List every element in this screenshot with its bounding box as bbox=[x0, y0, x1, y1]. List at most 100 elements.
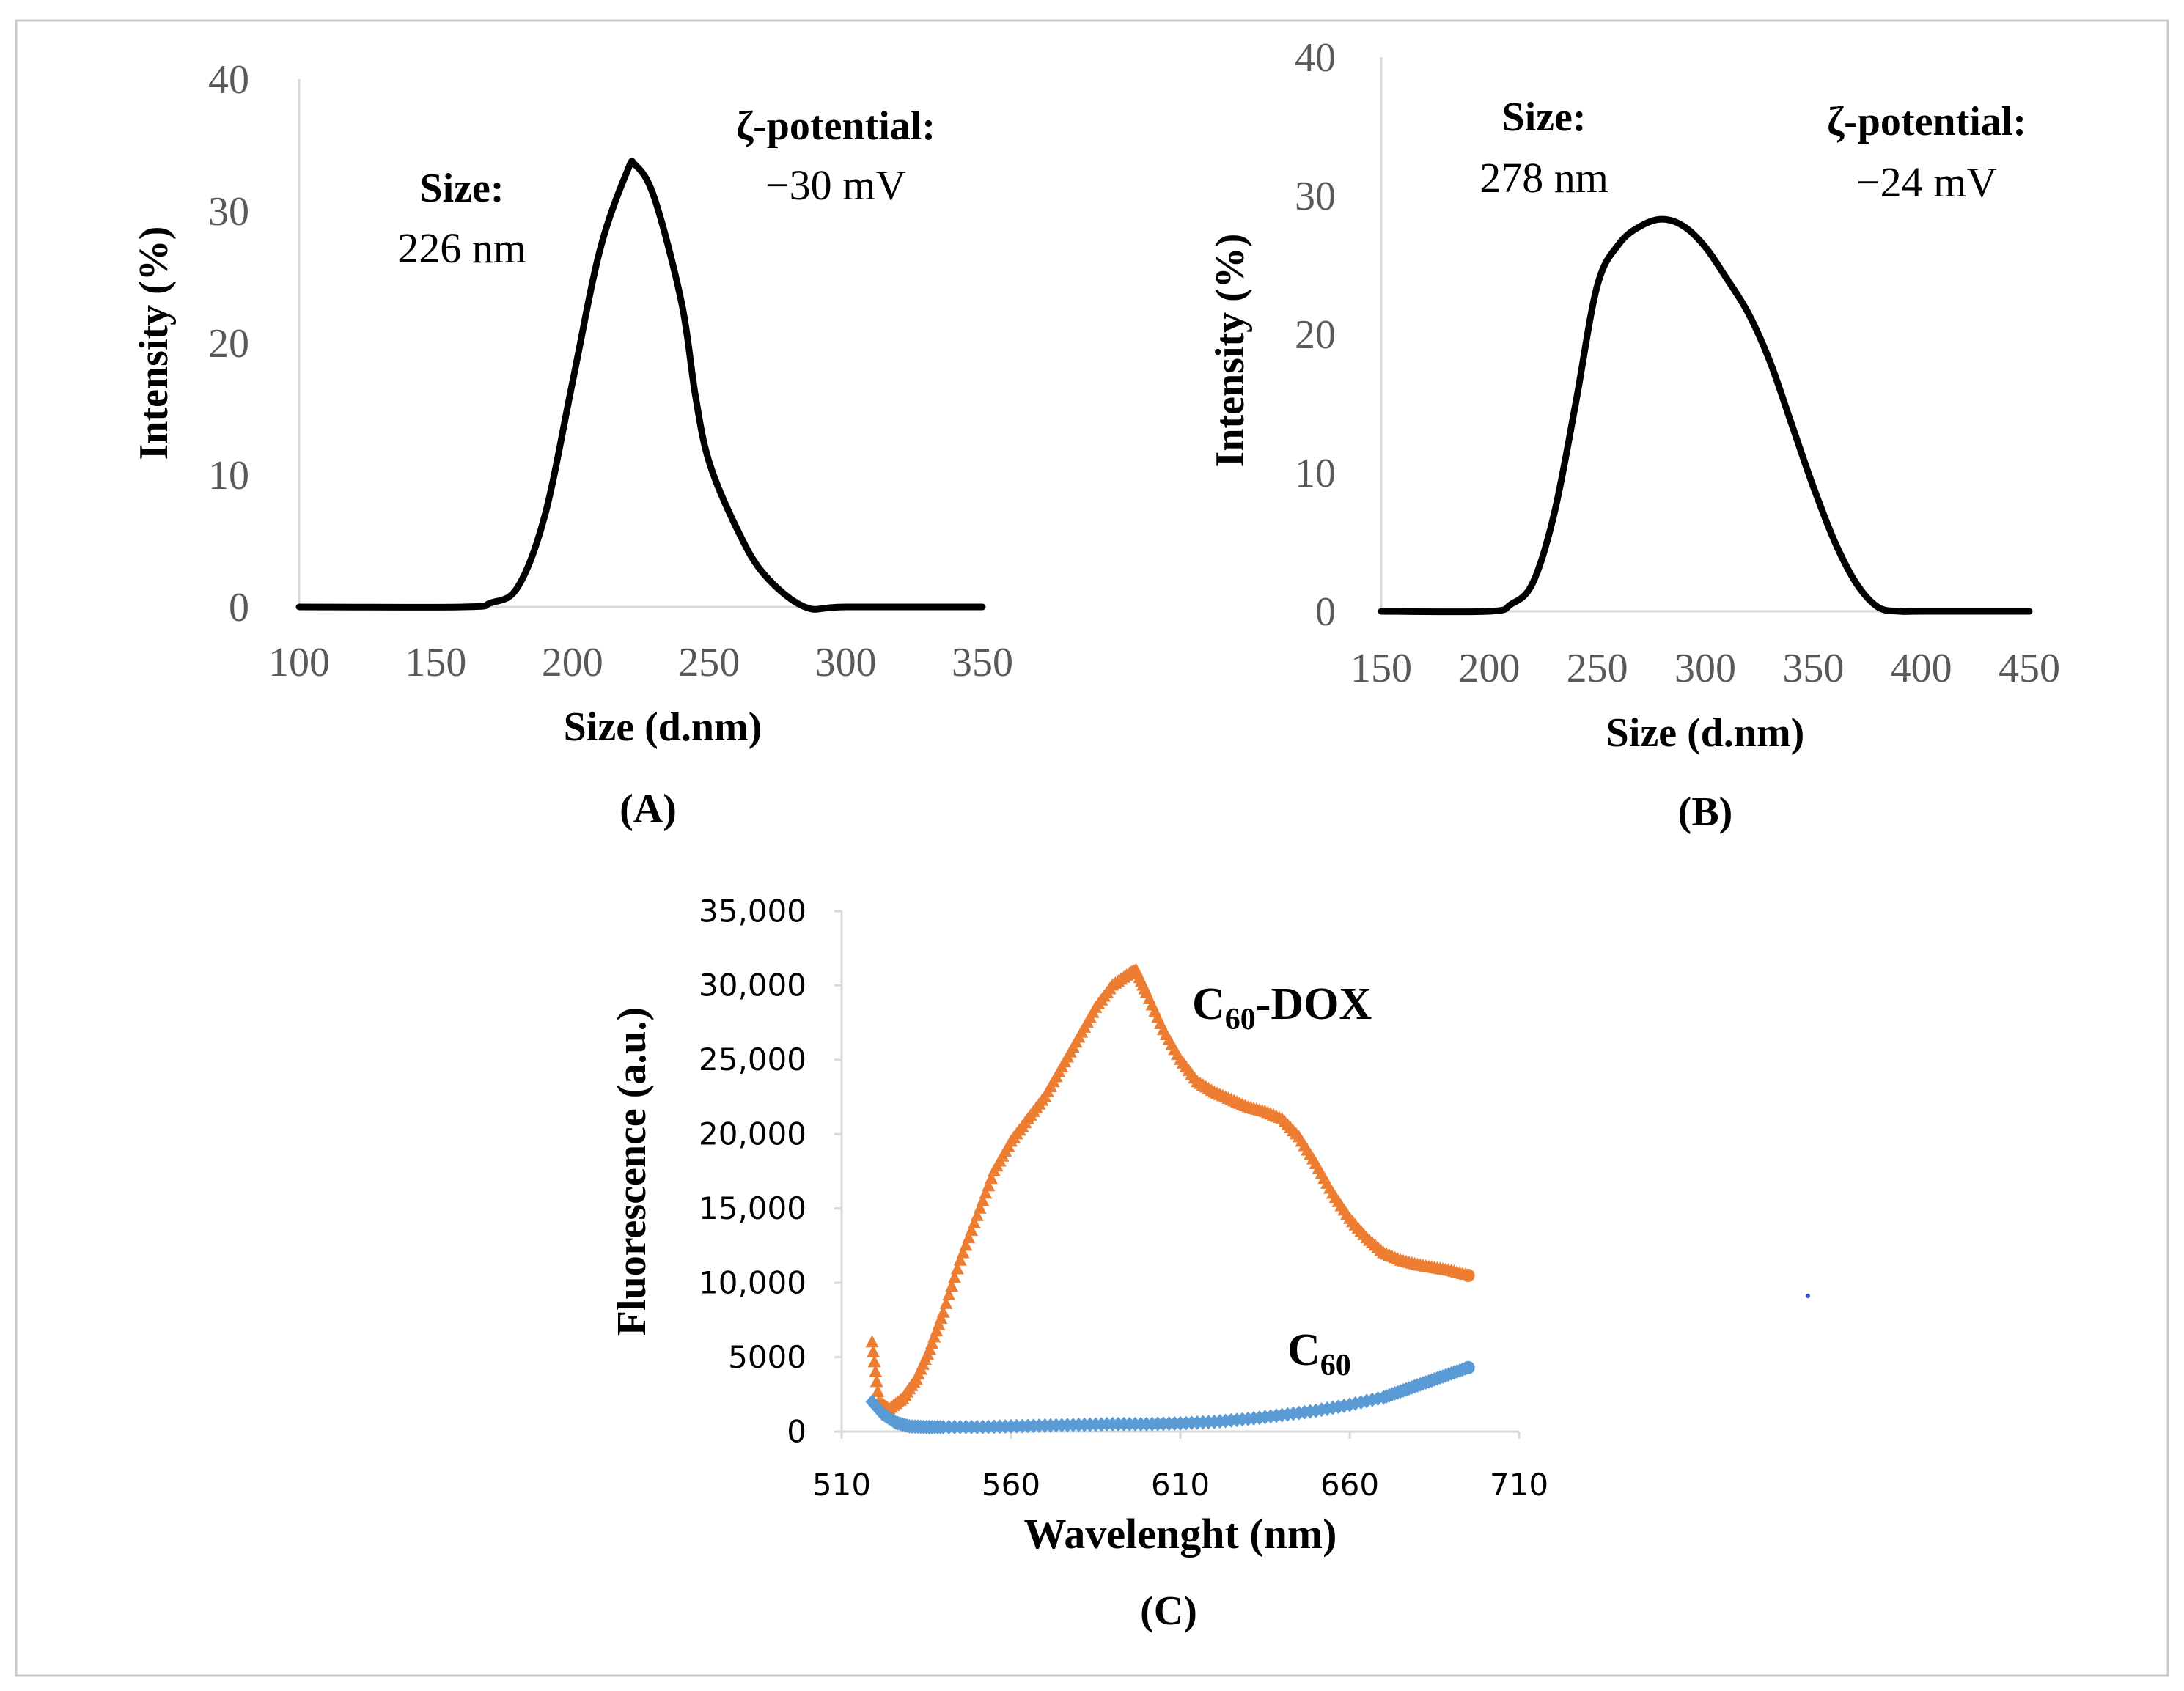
panel-c-x-tick-labels: 510 560 610 660 710 bbox=[812, 1467, 1548, 1503]
panel-b-chart: 0 10 20 30 40 150 200 250 300 350 400 450 Size: 27… bbox=[1207, 35, 2060, 835]
panel-a-x-tick-label: 350 bbox=[952, 640, 1013, 685]
c60-dox-data-point bbox=[948, 1270, 961, 1283]
panel-c-y-tick-marks bbox=[834, 910, 842, 1433]
panel-a-x-tick-labels: 100 150 200 250 300 350 bbox=[268, 640, 1013, 685]
panel-a-x-tick-label: 300 bbox=[815, 640, 877, 685]
panel-b-y-tick-label: 20 bbox=[1295, 312, 1336, 358]
panel-a-x-tick-label: 200 bbox=[542, 640, 603, 685]
panel-a-y-axis-title: Intensity (%) bbox=[131, 226, 177, 460]
panel-c-chart: 0 5000 10,000 15,000 20,000 25,000 30,000 35,00… bbox=[609, 893, 1548, 1634]
panel-a-intensity-curve bbox=[295, 158, 986, 613]
panel-c-y-tick-label: 10,000 bbox=[699, 1264, 806, 1300]
c60-dox-data-point bbox=[939, 1296, 953, 1309]
panel-c-y-tick-label: 20,000 bbox=[699, 1116, 806, 1152]
panel-a-x-tick-label: 150 bbox=[405, 640, 466, 685]
panel-a-y-tick-label: 0 bbox=[229, 585, 249, 630]
stray-blue-dot bbox=[1806, 1294, 1810, 1298]
panel-c-y-tick-label: 15,000 bbox=[699, 1190, 806, 1226]
c60-dox-data-point bbox=[956, 1245, 970, 1259]
panel-b-zeta-label: ζ-potential: bbox=[1827, 99, 2026, 144]
c60-dox-data-point bbox=[967, 1216, 981, 1228]
c60-dox-data-point bbox=[867, 1344, 880, 1357]
panel-a-y-tick-label: 40 bbox=[208, 57, 249, 103]
panel-c-x-tick-label: 610 bbox=[1151, 1467, 1210, 1503]
c60-dox-data-point bbox=[962, 1231, 976, 1244]
panel-c-y-tick-label: 35,000 bbox=[699, 893, 806, 929]
panel-b-y-tick-label: 10 bbox=[1295, 451, 1336, 496]
c60-dox-data-point bbox=[959, 1238, 973, 1251]
c60-label-main: C bbox=[1287, 1325, 1320, 1375]
panel-c-c60-dox-series-label: C60-DOX bbox=[1192, 979, 1372, 1036]
c60-label-sub: 60 bbox=[1320, 1349, 1351, 1382]
c60-dox-data-point bbox=[867, 1355, 881, 1368]
panel-c-y-tick-label: 5000 bbox=[728, 1339, 806, 1375]
panel-b-y-tick-label: 30 bbox=[1295, 174, 1336, 219]
figure-border bbox=[15, 19, 2169, 1677]
panel-a-y-tick-labels: 0 10 20 30 40 bbox=[208, 57, 249, 630]
panel-c-x-axis-title: Wavelenght (nm) bbox=[1024, 1510, 1337, 1558]
c60-dox-data-point bbox=[945, 1279, 959, 1292]
panel-b-x-tick-label: 200 bbox=[1458, 646, 1520, 691]
panel-c-c60-series-label: C60 bbox=[1287, 1325, 1351, 1382]
panel-c-y-tick-labels: 0 5000 10,000 15,000 20,000 25,000 30,000 35,00… bbox=[699, 893, 806, 1449]
panel-a-y-tick-label: 30 bbox=[208, 189, 249, 235]
c60-dox-data-point bbox=[953, 1253, 967, 1266]
panel-b-x-tick-label: 350 bbox=[1782, 646, 1844, 691]
c60-dox-data-point bbox=[865, 1335, 879, 1348]
c60-dox-data-point bbox=[942, 1288, 956, 1301]
panel-a-size-label: Size: bbox=[419, 166, 504, 211]
panel-c-y-tick-label: 0 bbox=[787, 1413, 806, 1449]
c60-dox-data-point bbox=[979, 1186, 993, 1199]
c60-dox-label-sub: 60 bbox=[1225, 1003, 1256, 1036]
panel-b-x-tick-label: 400 bbox=[1891, 646, 1952, 691]
c60-dox-data-point bbox=[976, 1193, 990, 1206]
panel-a-y-tick-label: 20 bbox=[208, 321, 249, 366]
c60-data-point bbox=[1461, 1360, 1475, 1374]
panel-b-zeta-value: −24 mV bbox=[1856, 158, 1997, 206]
panel-b-size-value: 278 nm bbox=[1479, 154, 1608, 202]
c60-dox-data-point bbox=[985, 1171, 999, 1185]
panel-b-x-tick-label: 150 bbox=[1350, 646, 1412, 691]
panel-a-x-axis-title: Size (d.nm) bbox=[564, 704, 762, 750]
panel-c-x-tick-label: 710 bbox=[1490, 1467, 1548, 1503]
panel-a-x-tick-label: 100 bbox=[268, 640, 330, 685]
c60-dox-label-suffix: -DOX bbox=[1256, 979, 1372, 1029]
panel-c-label: (C) bbox=[1140, 1588, 1197, 1634]
panel-a-zeta-value: −30 mV bbox=[765, 161, 906, 209]
panel-b-y-axis-title: Intensity (%) bbox=[1207, 234, 1253, 468]
panel-b-intensity-curve bbox=[1378, 215, 2033, 616]
panel-b-y-tick-label: 0 bbox=[1315, 589, 1336, 635]
c60-dox-data-point bbox=[970, 1208, 984, 1221]
panel-a-zeta-label: ζ-potential: bbox=[736, 103, 935, 149]
panel-a-chart: 0 10 20 30 40 100 150 200 250 300 350 Size: 226 n… bbox=[131, 57, 1013, 832]
panel-a-size-value: 226 nm bbox=[397, 224, 526, 272]
panel-c-y-axis-title: Fluorescence (a.u.) bbox=[609, 1007, 655, 1336]
panel-b-x-tick-label: 450 bbox=[1999, 646, 2060, 691]
panel-b-x-tick-label: 250 bbox=[1567, 646, 1628, 691]
panel-a-y-tick-label: 10 bbox=[208, 453, 249, 498]
c60-dox-data-point bbox=[871, 1384, 885, 1397]
c60-dox-data-point bbox=[869, 1364, 883, 1377]
c60-dox-label-main: C bbox=[1192, 979, 1225, 1029]
panel-c-x-tick-label: 560 bbox=[982, 1467, 1040, 1503]
c60-dox-data-point bbox=[982, 1179, 996, 1192]
panel-a-label: (A) bbox=[619, 786, 677, 832]
panel-c-x-tick-label: 510 bbox=[812, 1467, 871, 1503]
panel-c-c60-points bbox=[865, 1360, 1475, 1434]
c60-dox-data-point bbox=[936, 1305, 950, 1318]
c60-dox-data-point bbox=[869, 1374, 883, 1388]
panel-b-y-tick-label: 40 bbox=[1295, 35, 1336, 81]
panel-c-y-tick-label: 25,000 bbox=[699, 1042, 806, 1077]
panel-a-x-tick-label: 250 bbox=[678, 640, 740, 685]
panel-b-y-tick-labels: 0 10 20 30 40 bbox=[1295, 35, 1336, 635]
panel-c-y-tick-label: 30,000 bbox=[699, 968, 806, 1003]
panel-b-x-tick-labels: 150 200 250 300 350 400 450 bbox=[1350, 646, 2060, 691]
panel-b-size-label: Size: bbox=[1501, 95, 1586, 140]
panel-b-x-axis-title: Size (d.nm) bbox=[1606, 710, 1805, 756]
panel-b-label: (B) bbox=[1678, 789, 1733, 835]
c60-dox-data-point bbox=[965, 1223, 979, 1237]
panel-c-x-tick-label: 660 bbox=[1320, 1467, 1379, 1503]
panel-c-c60-dox-points bbox=[865, 963, 1475, 1415]
c60-dox-data-point bbox=[950, 1261, 964, 1275]
